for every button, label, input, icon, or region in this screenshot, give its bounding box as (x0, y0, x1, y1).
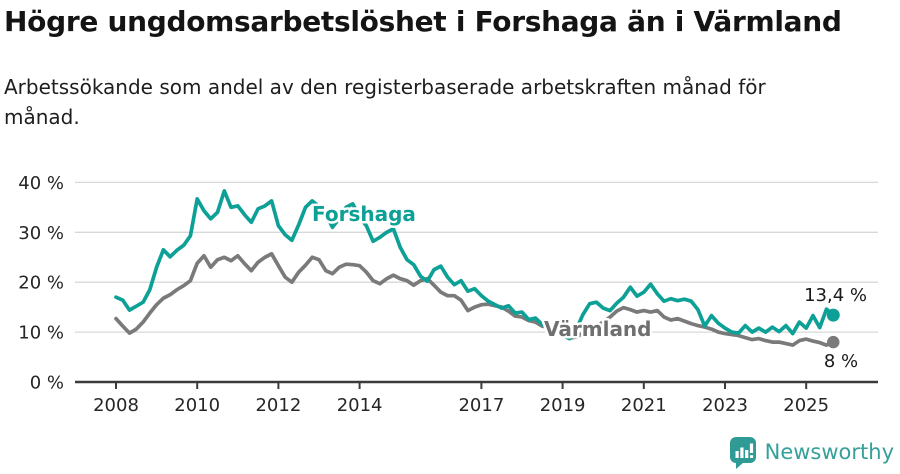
forshaga-end-dot (826, 308, 840, 322)
x-axis-tick-label: 2023 (702, 395, 748, 416)
forshaga-end-value: 13,4 % (804, 285, 867, 306)
page-title: Högre ungdomsarbetslöshet i Forshaga än … (4, 5, 842, 38)
chart-subtitle: Arbetssökande som andel av den registerb… (4, 72, 864, 132)
x-axis-tick-label: 2017 (458, 395, 504, 416)
y-axis-tick-label: 0 % (30, 373, 64, 394)
y-axis-tick-label: 40 % (18, 173, 64, 194)
forshaga-series-label: Forshaga (312, 202, 416, 226)
x-axis-tick-label: 2012 (255, 395, 301, 416)
forshaga-line (114, 189, 836, 341)
y-axis-tick-label: 30 % (18, 223, 64, 244)
chart-subtitle-line2: månad. (4, 105, 80, 129)
varmland-end-value: 8 % (824, 351, 858, 372)
x-axis-tick-label: 2008 (93, 395, 139, 416)
x-axis-tick-label: 2021 (621, 395, 667, 416)
x-axis-tick-label: 2025 (783, 395, 829, 416)
varmland-series-label: Värmland (544, 317, 652, 341)
bar-chart-bubble-icon (729, 437, 756, 469)
newsworthy-logo-text: Newsworthy (764, 440, 894, 464)
varmland-line (114, 251, 836, 347)
newsworthy-logo: Newsworthy (728, 435, 894, 469)
y-axis-tick-label: 10 % (18, 323, 64, 344)
x-axis-tick-label: 2010 (174, 395, 220, 416)
x-axis-tick-label: 2019 (540, 395, 586, 416)
chart-subtitle-line1: Arbetssökande som andel av den registerb… (4, 75, 766, 99)
x-axis-tick-label: 2014 (337, 395, 383, 416)
y-axis-tick-label: 20 % (18, 273, 64, 294)
varmland-end-dot (827, 335, 840, 349)
